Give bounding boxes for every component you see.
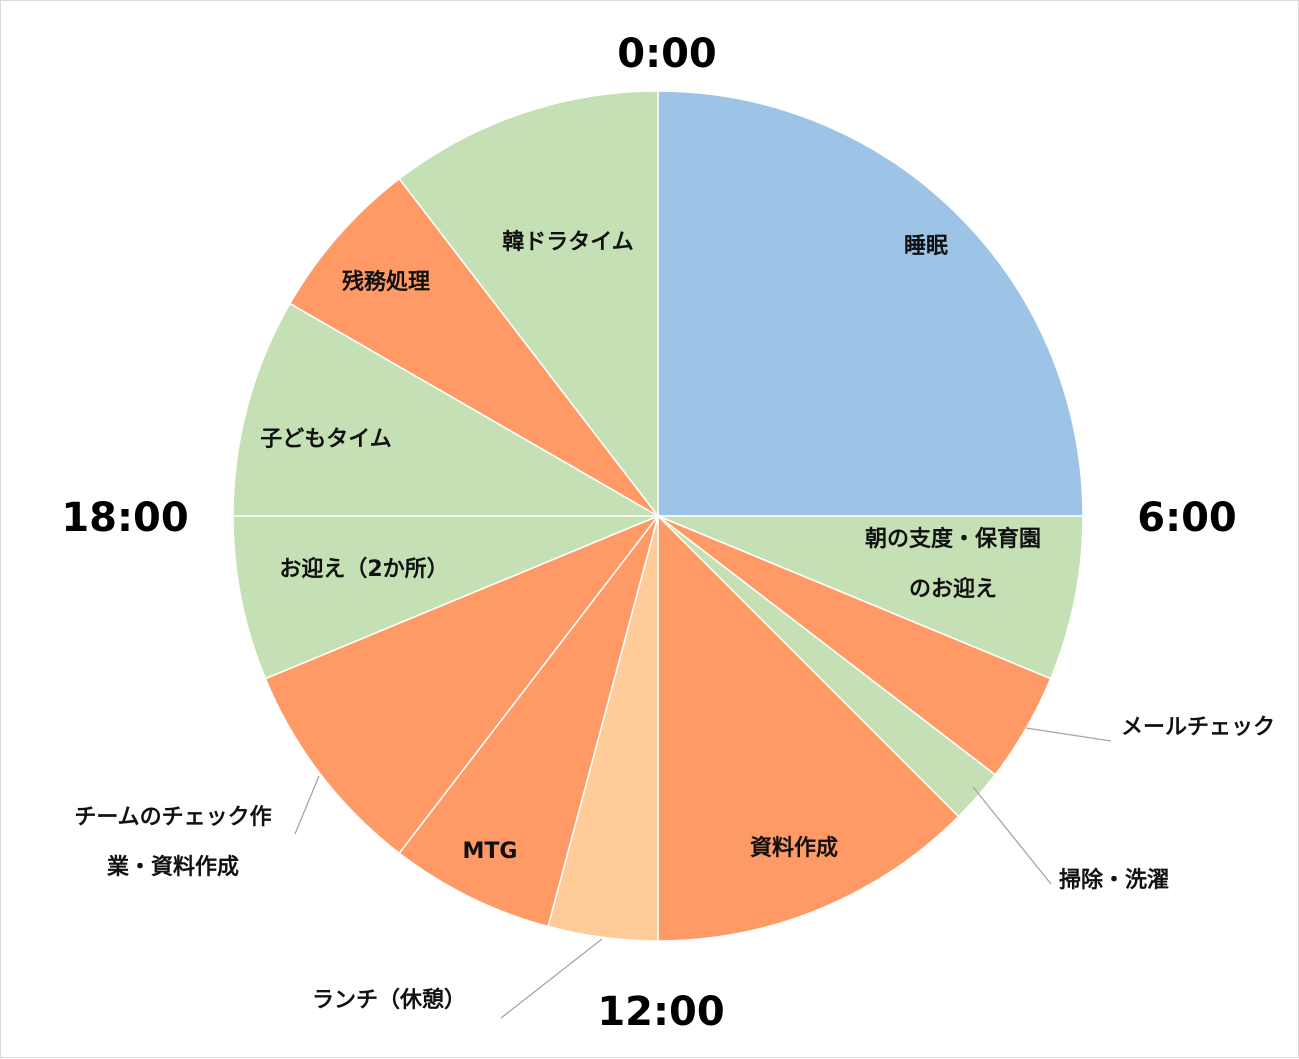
slice-label: 睡眠 [904, 234, 948, 259]
leader-line [500, 938, 603, 1019]
slice-label: 朝の支度・保育園 [865, 526, 1041, 552]
slice-label: のお迎え [909, 576, 997, 602]
pie-slice [232, 515, 659, 680]
leader-line [972, 786, 1052, 885]
hour-label: 6:00 [1137, 495, 1237, 541]
pie-slice [398, 515, 659, 928]
pie-slice [398, 90, 659, 519]
slice-label: 韓ドラタイム [502, 229, 634, 255]
leader-line [294, 775, 320, 835]
pie-slice [264, 514, 661, 855]
pie-slice [232, 302, 661, 517]
pie-slice [288, 177, 659, 517]
pie-slice [657, 514, 960, 942]
slice-label: 残務処理 [342, 269, 430, 295]
leader-line [1025, 727, 1112, 742]
hour-label: 18:00 [61, 495, 188, 541]
slice-label: ランチ（休憩） [312, 987, 466, 1013]
slice-label: メールチェック [1121, 715, 1275, 740]
slice-label: お迎え（2か所） [279, 556, 448, 582]
slice-label: 業・資料作成 [107, 854, 239, 880]
slice-label: MTG [463, 839, 518, 864]
slice-label: 資料作成 [750, 835, 838, 861]
hour-label: 12:00 [597, 989, 724, 1035]
hour-label: 0:00 [617, 31, 717, 77]
slice-label: 子どもタイム [260, 427, 392, 452]
pie-slice [657, 515, 1084, 680]
pie-slice [657, 90, 1084, 517]
slice-label: チームのチェック作 [74, 805, 271, 830]
slice-label: 掃除・洗濯 [1059, 867, 1169, 893]
